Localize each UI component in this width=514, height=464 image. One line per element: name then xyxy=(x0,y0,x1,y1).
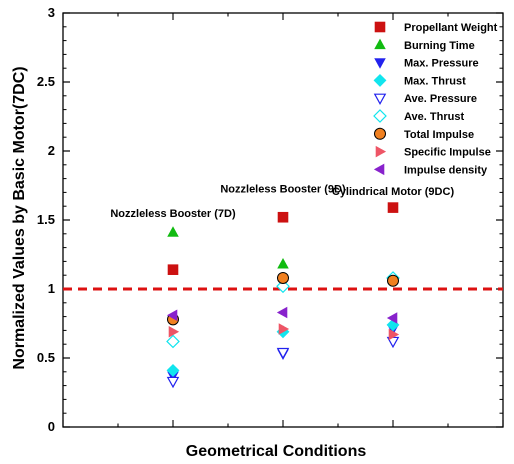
annotation-label: Nozzleless Booster (9D) xyxy=(220,183,346,195)
data-point xyxy=(166,309,178,321)
series-ave-pressure xyxy=(166,336,400,389)
legend-label: Specific Impulse xyxy=(404,147,491,159)
data-point xyxy=(386,312,398,324)
legend-marker xyxy=(373,109,387,123)
legend-marker xyxy=(375,145,387,158)
legend-label: Max. Thrust xyxy=(404,75,466,87)
axes: 0 0.5 1 1.5 2 2.5 3 xyxy=(37,5,504,434)
data-point xyxy=(276,279,290,294)
data-point xyxy=(168,326,180,338)
y-tick-label: 2 xyxy=(48,143,55,158)
series-specific-impulse xyxy=(168,323,400,341)
annotation-label: Cylindrical Motor (9DC) xyxy=(332,186,455,198)
y-axis-label: Normalized Values by Basic Motor(7DC) xyxy=(11,66,28,369)
data-point xyxy=(167,226,179,237)
data-point xyxy=(387,202,399,213)
y-tick-label: 0.5 xyxy=(37,350,55,365)
legend-item: Ave. Thrust xyxy=(373,109,464,123)
legend-label: Ave. Pressure xyxy=(404,93,477,105)
legend: Propellant Weight Burning Time Max. Pressu… xyxy=(373,21,498,176)
legend-item: Propellant Weight xyxy=(374,21,498,34)
data-point xyxy=(276,347,290,360)
data-point xyxy=(166,376,180,389)
data-point xyxy=(387,274,399,287)
data-point xyxy=(277,211,289,223)
annotation-label: Nozzleless Booster (7D) xyxy=(110,208,236,220)
legend-item: Specific Impulse xyxy=(375,145,491,159)
legend-marker xyxy=(374,58,386,69)
legend-item: Max. Pressure xyxy=(374,58,479,70)
legend-label: Max. Pressure xyxy=(404,58,479,70)
y-tick-label: 0 xyxy=(48,419,55,434)
legend-marker xyxy=(373,93,387,105)
legend-marker xyxy=(374,127,386,140)
legend-label: Ave. Thrust xyxy=(404,111,464,123)
legend-label: Impulse density xyxy=(404,164,488,176)
data-point xyxy=(388,328,400,341)
legend-label: Propellant Weight xyxy=(404,22,498,34)
data-point xyxy=(166,363,180,377)
legend-item: Ave. Pressure xyxy=(373,93,477,105)
legend-item: Total Impulse xyxy=(374,127,474,141)
data-point xyxy=(167,264,179,275)
data-point xyxy=(276,306,288,319)
legend-marker xyxy=(374,21,386,33)
series-impulse-density xyxy=(166,306,398,324)
legend-item: Max. Thrust xyxy=(373,73,466,87)
data-point xyxy=(278,323,290,335)
legend-marker xyxy=(374,38,386,50)
data-marks xyxy=(166,202,400,389)
legend-marker xyxy=(373,73,387,87)
legend-item: Burning Time xyxy=(374,38,475,52)
data-point xyxy=(166,334,180,349)
y-tick-label: 3 xyxy=(48,5,55,20)
y-tick-label: 1 xyxy=(48,281,55,296)
y-tick-label: 1.5 xyxy=(37,212,55,227)
legend-label: Burning Time xyxy=(404,40,475,52)
legend-label: Total Impulse xyxy=(404,129,474,141)
series-total-impulse xyxy=(167,271,399,326)
series-propellant-weight xyxy=(167,202,399,275)
data-point xyxy=(277,271,289,284)
x-axis-label: Geometrical Conditions xyxy=(186,443,367,460)
annotations: Nozzleless Booster (7D) Nozzleless Booste… xyxy=(110,183,454,220)
legend-item: Impulse density xyxy=(373,163,488,176)
legend-marker xyxy=(373,163,385,176)
y-tick-label: 2.5 xyxy=(37,74,55,89)
data-point xyxy=(277,258,289,269)
